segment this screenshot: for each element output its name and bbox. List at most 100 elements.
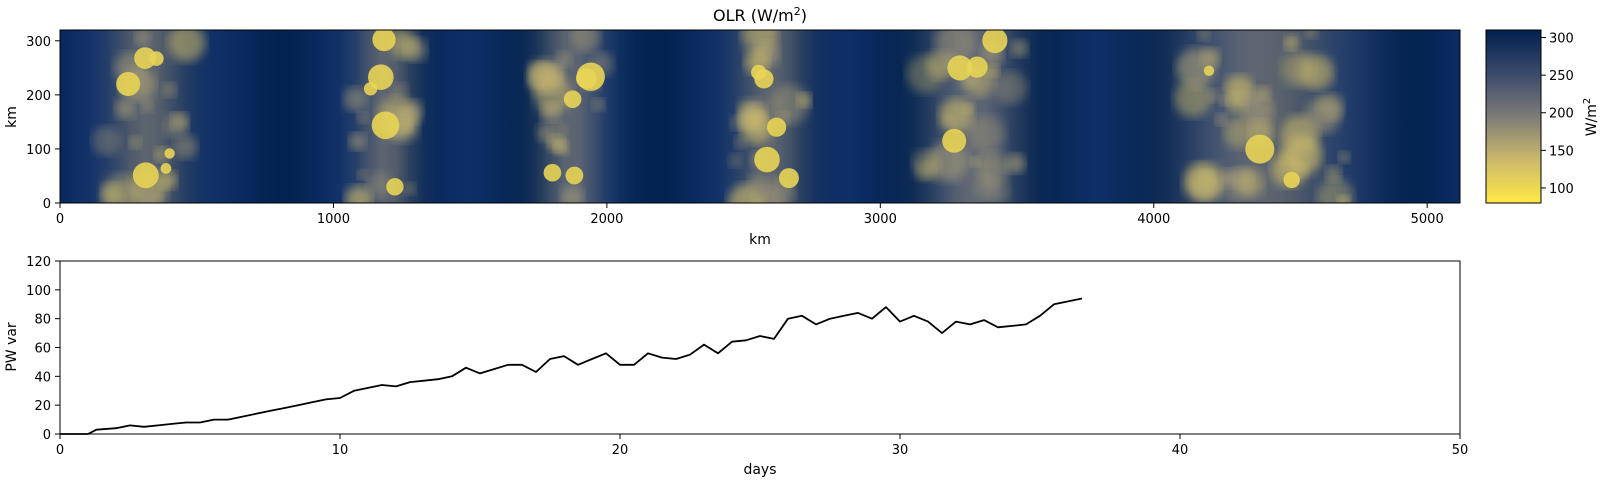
pw-axes-frame <box>59 260 1461 435</box>
olr-cloud-cell <box>734 135 747 149</box>
olr-cloud-cell <box>390 83 409 102</box>
pw-y-tick-label: 80 <box>34 313 51 328</box>
olr-cloud-cell <box>1214 113 1227 126</box>
olr-cloud-cell <box>970 156 981 167</box>
olr-x-tick-label: 5000 <box>1411 212 1444 227</box>
pw-x-tick-label: 0 <box>56 443 64 458</box>
olr-cloud-cell <box>163 113 188 137</box>
olr-cloud-cell <box>348 132 367 151</box>
olr-deep-convection-cell <box>116 72 141 96</box>
olr-deep-convection-cell <box>164 148 175 159</box>
pw-y-tick-label: 0 <box>43 428 51 443</box>
olr-y-tick-label: 100 <box>26 143 51 158</box>
olr-x-tick-label: 2000 <box>590 212 623 227</box>
olr-cloud-cell <box>1188 161 1225 198</box>
olr-cloud-cell <box>1010 39 1029 58</box>
olr-cloud-cell <box>390 31 418 59</box>
olr-y-tick-label: 200 <box>26 89 51 104</box>
pw-x-tick-label: 50 <box>1452 443 1469 458</box>
olr-deep-convection-cell <box>149 51 164 66</box>
olr-cloud-cell <box>1223 117 1255 149</box>
olr-cloud-cell <box>535 124 553 142</box>
olr-cloud-cell <box>1317 178 1354 203</box>
olr-deep-convection-cell <box>576 62 605 91</box>
olr-cloud-cell <box>128 136 142 149</box>
colorbar-tick-label: 300 <box>1549 32 1574 47</box>
olr-cloud-cell <box>1241 86 1260 105</box>
olr-cloud-cell <box>906 55 945 93</box>
olr-deep-convection-cell <box>966 56 988 78</box>
olr-deep-convection-cell <box>132 162 159 189</box>
olr-cloud-cell <box>91 126 121 156</box>
olr-cloud-cell <box>796 92 812 108</box>
olr-x-tick-label: 1000 <box>317 212 350 227</box>
olr-y-label: km <box>4 106 20 128</box>
olr-cloud-cell <box>741 30 778 52</box>
olr-deep-convection-cell <box>751 64 767 80</box>
olr-cloud-cell <box>141 188 163 203</box>
pw-x-tick-label: 10 <box>332 443 349 458</box>
olr-cloud-cell <box>1221 168 1236 184</box>
pw-y-label: PW var <box>4 322 20 372</box>
olr-cloud-cell <box>1235 168 1264 198</box>
pw-x-ticks: 0 10 20 30 40 50 <box>56 434 1468 458</box>
olr-y-ticks: 0 100 200 300 <box>26 35 60 212</box>
olr-cloud-cell <box>101 183 125 203</box>
olr-deep-convection-cell <box>1203 65 1215 77</box>
olr-deep-convection-cell <box>372 30 396 52</box>
olr-x-ticks: 0 1000 2000 3000 4000 5000 <box>56 203 1444 227</box>
pw-var-panel: 0 10 20 30 40 50 0 20 40 60 80 100 120 days PW var <box>4 255 1468 478</box>
olr-title: OLR (W/m2) <box>713 5 807 25</box>
olr-deep-convection-cell <box>1245 134 1275 164</box>
olr-y-tick-label: 300 <box>26 35 51 50</box>
olr-deep-convection-cell <box>160 163 172 174</box>
olr-cloud-cell <box>1304 30 1318 39</box>
olr-cloud-cell <box>1282 135 1322 176</box>
olr-cloud-cell <box>134 30 151 46</box>
olr-cloud-cell <box>400 120 413 133</box>
olr-cloud-cell <box>1284 34 1301 51</box>
olr-cloud-cell <box>403 182 416 195</box>
olr-axes-frame <box>59 29 1461 204</box>
olr-cloud-cell <box>592 98 605 112</box>
olr-cloud-cell <box>934 30 975 64</box>
olr-deep-convection-cell <box>942 128 967 153</box>
olr-cloud-cell <box>1176 48 1216 88</box>
olr-cloud-cell <box>561 185 584 203</box>
pw-x-label: days <box>743 462 776 478</box>
olr-cloud-cell <box>1197 30 1211 42</box>
olr-cloud-cell <box>556 51 572 68</box>
olr-cloud-cell <box>1325 166 1342 182</box>
olr-deep-convection-cell <box>371 111 400 140</box>
olr-cloud-cell <box>739 103 767 131</box>
colorbar-gradient <box>1485 29 1542 204</box>
pw-y-ticks: 0 20 40 60 80 100 120 <box>26 255 60 443</box>
olr-deep-convection-cell <box>543 163 562 182</box>
olr-cloud-cell <box>1174 80 1211 118</box>
olr-deep-convection-cell <box>386 178 404 196</box>
colorbar-label: W/m2 <box>1582 98 1600 137</box>
olr-cloud-cell <box>553 140 569 155</box>
olr-cloud-cell <box>167 30 206 62</box>
pw-x-tick-label: 40 <box>1172 443 1189 458</box>
olr-deep-convection-cell <box>767 117 787 137</box>
olr-deep-convection-cell <box>1283 171 1300 189</box>
olr-cloud-cell <box>173 134 198 159</box>
pw-y-tick-label: 40 <box>34 370 51 385</box>
olr-cloud-cell <box>1005 153 1026 174</box>
olr-cloud-cell <box>357 169 368 180</box>
olr-cloud-cell <box>571 30 601 52</box>
olr-x-label: km <box>749 232 771 248</box>
olr-x-tick-label: 3000 <box>864 212 897 227</box>
olr-cloud-cell <box>1338 151 1350 164</box>
pw-var-series-line <box>60 297 1083 435</box>
olr-cloud-cell <box>114 98 136 119</box>
olr-cloud-cell <box>366 171 392 197</box>
pw-y-tick-label: 20 <box>34 399 51 414</box>
colorbar-tick-label: 200 <box>1549 107 1574 122</box>
olr-cloud-cell <box>912 149 941 178</box>
olr-cloud-cell <box>162 82 177 98</box>
olr-cloud-cell <box>967 115 1005 153</box>
pw-y-tick-label: 60 <box>34 342 51 357</box>
